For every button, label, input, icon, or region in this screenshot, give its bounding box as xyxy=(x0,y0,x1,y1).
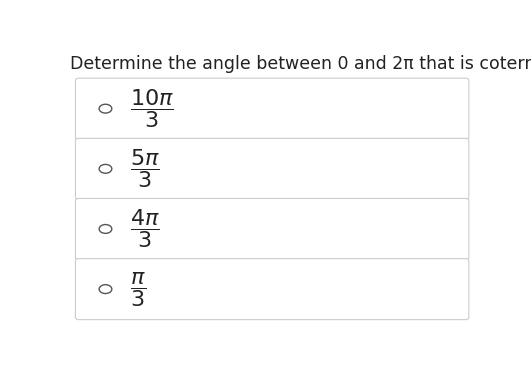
Text: $\dfrac{\pi}{3}$: $\dfrac{\pi}{3}$ xyxy=(130,270,147,309)
FancyBboxPatch shape xyxy=(75,259,469,320)
Text: $\dfrac{5\pi}{3}$: $\dfrac{5\pi}{3}$ xyxy=(130,147,160,190)
Circle shape xyxy=(99,104,112,113)
Circle shape xyxy=(99,285,112,294)
Text: Determine the angle between 0 and 2π that is coterminal to 1020°.: Determine the angle between 0 and 2π tha… xyxy=(71,55,531,73)
Circle shape xyxy=(99,164,112,173)
Text: $\dfrac{10\pi}{3}$: $\dfrac{10\pi}{3}$ xyxy=(130,87,174,130)
FancyBboxPatch shape xyxy=(75,138,469,199)
Circle shape xyxy=(99,225,112,233)
FancyBboxPatch shape xyxy=(75,198,469,260)
Text: $\dfrac{4\pi}{3}$: $\dfrac{4\pi}{3}$ xyxy=(130,208,160,250)
FancyBboxPatch shape xyxy=(75,78,469,139)
